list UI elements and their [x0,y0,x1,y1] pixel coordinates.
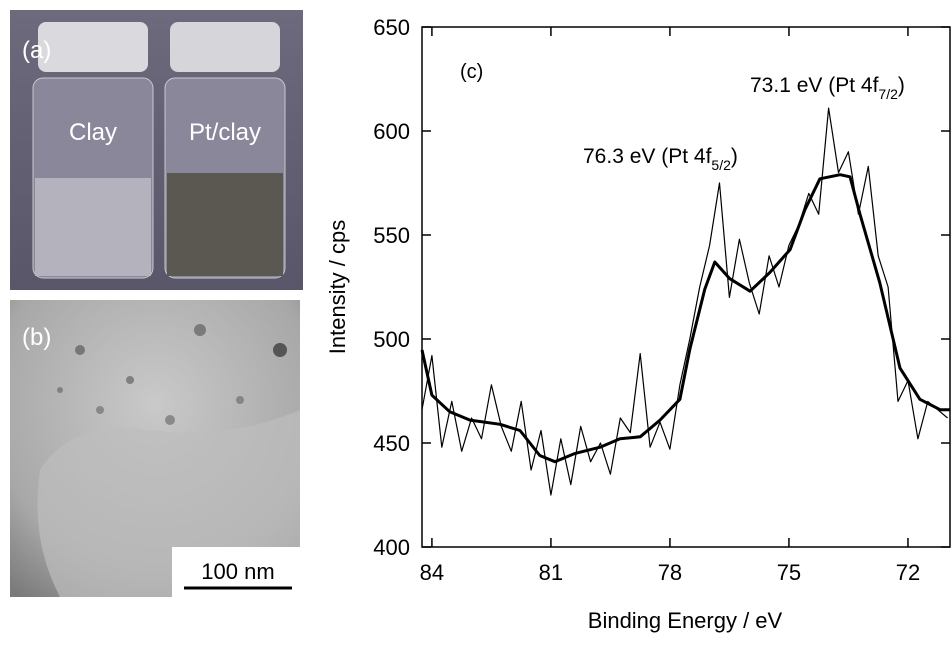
annotation: 73.1 eV (Pt 4f7/2) [750,74,905,102]
annotation-text: ) [731,145,738,168]
y-tick-label: 550 [373,223,410,248]
x-tick-label: 75 [777,560,801,585]
x-tick-label: 78 [658,560,682,585]
x-axis-title: Binding Energy / eV [588,608,783,633]
series-line [420,173,950,464]
x-tick-label: 84 [420,560,444,585]
y-axis-title: Intensity / cps [325,220,350,355]
y-tick-label: 450 [373,431,410,456]
vial-label: Clay [69,119,117,146]
panel-label: (b) [22,324,51,351]
annotation-text: ) [898,74,905,97]
annotation-text: 76.3 eV (Pt 4f [583,145,712,168]
annotation: 76.3 eV (Pt 4f5/2) [583,145,738,173]
y-tick-label: 650 [373,15,410,40]
y-tick-label: 400 [373,535,410,560]
x-tick-label: 72 [896,560,920,585]
vial-label: Pt/clay [189,119,261,146]
plot-frame [421,26,951,548]
panel-label: (a) [22,37,51,64]
photo-a [10,10,303,290]
scale-bar-label: 100 nm [201,559,274,584]
panel-label: (c) [460,61,483,83]
annotation-text: 73.1 eV (Pt 4f [750,74,879,97]
x-tick-label: 81 [539,560,563,585]
y-tick-label: 500 [373,327,410,352]
annotation-subscript: 5/2 [711,157,731,173]
series-line [421,107,948,496]
annotation-subscript: 7/2 [878,86,898,102]
y-tick-label: 600 [373,119,410,144]
